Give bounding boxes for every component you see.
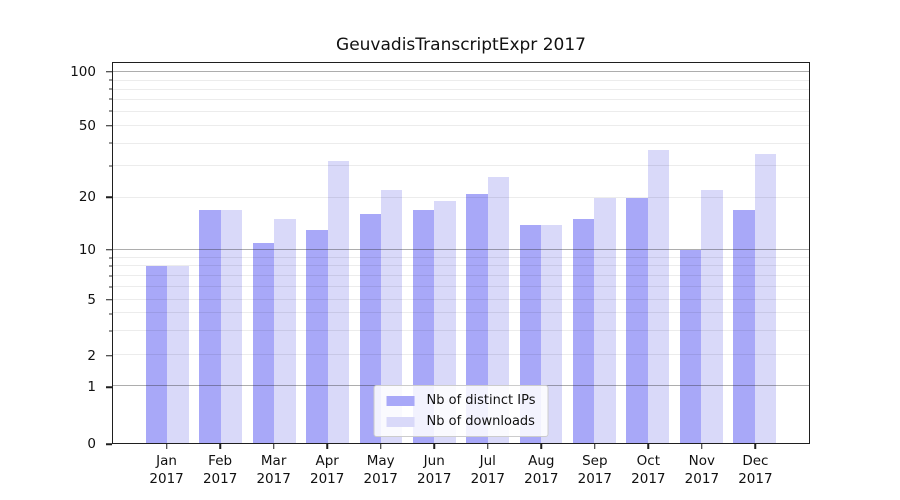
x-tick-mark (594, 444, 596, 449)
y-minor-tick-mark (108, 286, 112, 288)
x-tick-label-apr: Apr 2017 (309, 453, 345, 487)
chart-title: GeuvadisTranscriptExpr 2017 (336, 35, 586, 55)
legend: Nb of distinct IPs Nb of downloads (373, 385, 549, 437)
x-tick-mark (647, 444, 650, 449)
x-tick-mark (433, 444, 435, 449)
x-tick-mark (487, 444, 489, 449)
y-minor-tick-mark (108, 257, 112, 259)
y-minor-tick-mark (108, 142, 112, 144)
y-tick-label-1: 1 (87, 379, 96, 395)
x-tick-label-jul: Jul 2017 (470, 453, 505, 487)
x-tick-label-oct: Oct 2017 (631, 453, 666, 487)
y-minor-tick-mark (108, 79, 112, 81)
bar-ips-2 (252, 242, 275, 443)
x-axis: Jan 2017 Feb 2017 Mar 2017 Apr 2017 May 2017 Jun 20… (112, 444, 810, 496)
y-tick-mark (106, 386, 112, 388)
bar-downloads-4 (380, 190, 403, 443)
bar-downloads-1 (220, 209, 243, 443)
bar-ips-6 (466, 193, 488, 443)
x-tick-label-sep: Sep 2017 (577, 453, 612, 487)
y-minor-tick-mark (108, 165, 112, 167)
y-minor-tick-mark (108, 275, 112, 277)
bar-ips-5 (412, 209, 435, 443)
bar-ips-10 (679, 250, 702, 443)
bars-layer (113, 63, 809, 443)
bar-downloads-11 (754, 154, 776, 443)
bar-ips-8 (573, 219, 595, 443)
bar-ips-3 (306, 230, 328, 443)
bar-downloads-2 (274, 219, 296, 443)
plot-area: Nb of distinct IPs Nb of downloads (112, 62, 810, 444)
legend-item-distinct-ips: Nb of distinct IPs (386, 393, 536, 408)
y-tick-label-100: 100 (70, 63, 96, 80)
legend-item-downloads: Nb of downloads (386, 414, 536, 429)
legend-swatch-downloads (386, 416, 415, 427)
x-tick-mark (754, 444, 757, 449)
y-tick-mark (106, 196, 112, 199)
x-tick-mark (540, 444, 543, 449)
y-tick-label-20: 20 (78, 189, 96, 206)
x-tick-label-jan: Jan 2017 (149, 453, 184, 487)
x-tick-mark (326, 444, 328, 449)
x-tick-mark (379, 444, 382, 449)
y-tick-mark (106, 355, 112, 357)
bar-ips-9 (626, 197, 648, 443)
bar-ips-11 (733, 209, 755, 443)
x-tick-mark (272, 444, 275, 449)
bar-downloads-9 (647, 149, 670, 443)
y-tick-mark (106, 299, 112, 301)
x-tick-label-aug: Aug 2017 (524, 453, 559, 487)
x-tick-label-may: May 2017 (363, 453, 398, 487)
legend-swatch-distinct-ips (386, 395, 415, 406)
x-tick-mark (165, 444, 168, 449)
x-tick-label-nov: Nov 2017 (684, 453, 720, 487)
y-minor-tick-mark (108, 265, 112, 267)
y-tick-label-5: 5 (87, 291, 96, 308)
bar-downloads-10 (701, 190, 723, 443)
y-tick-mark (106, 124, 112, 127)
x-tick-mark (219, 444, 221, 449)
x-tick-label-mar: Mar 2017 (256, 453, 291, 487)
y-tick-label-10: 10 (78, 241, 96, 258)
bar-downloads-3 (327, 161, 349, 443)
y-minor-tick-mark (108, 330, 112, 332)
bar-downloads-5 (434, 201, 456, 443)
bar-downloads-0 (167, 266, 189, 443)
x-tick-label-jun: Jun 2017 (417, 453, 452, 487)
y-minor-tick-mark (108, 313, 112, 315)
y-tick-label-50: 50 (78, 117, 96, 134)
y-tick-mark (106, 70, 112, 73)
y-axis: 0 1 2 5 10 20 50 100 (0, 62, 112, 452)
y-minor-tick-mark (108, 110, 112, 112)
y-tick-mark (106, 443, 112, 445)
legend-label-distinct-ips: Nb of distinct IPs (426, 393, 536, 408)
bar-downloads-6 (487, 177, 510, 443)
x-tick-mark (701, 444, 703, 449)
bar-downloads-8 (594, 197, 616, 443)
y-tick-label-2: 2 (87, 347, 96, 364)
y-minor-tick-mark (108, 88, 112, 90)
y-minor-tick-mark (108, 98, 112, 100)
bar-ips-1 (199, 209, 221, 443)
x-tick-label-dec: Dec 2017 (738, 453, 773, 487)
x-tick-label-feb: Feb 2017 (202, 453, 238, 487)
bar-ips-0 (146, 266, 168, 443)
legend-label-downloads: Nb of downloads (426, 414, 535, 429)
y-tick-mark (106, 249, 112, 251)
y-tick-label-0: 0 (87, 436, 96, 452)
